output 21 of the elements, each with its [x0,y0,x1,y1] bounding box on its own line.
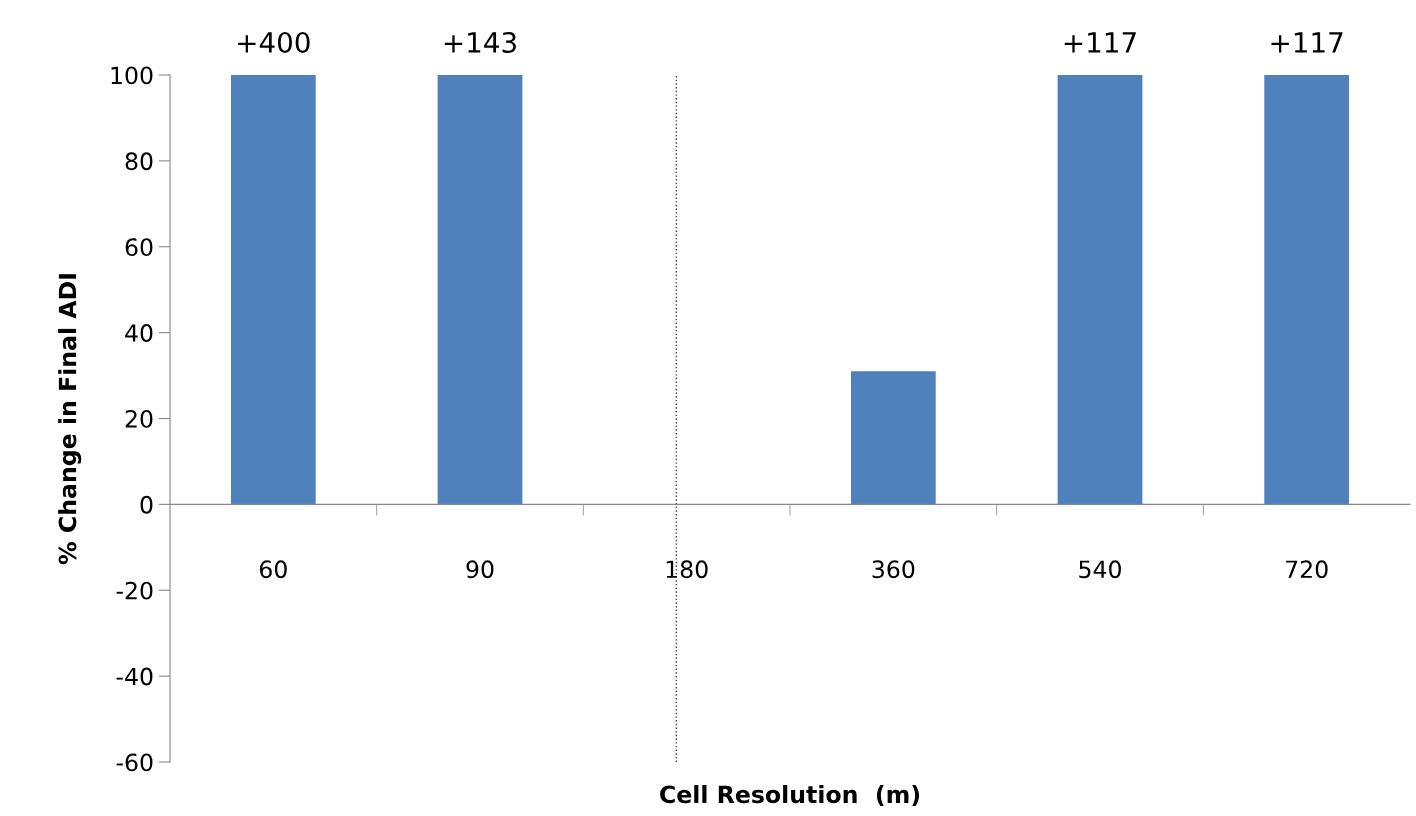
y-tick-label: 0 [140,495,153,514]
y-tick-label: -20 [116,581,153,600]
annotation: +400 [238,31,310,53]
x-tick-label: 90 [466,560,494,579]
y-tick-label: 60 [125,238,153,257]
y-tick-label: 80 [125,152,153,171]
x-tick-label: 180 [666,560,708,579]
y-tick-label: 20 [125,409,153,428]
y-tick-label: 100 [111,66,153,85]
x-tick-label: 540 [1079,560,1121,579]
annotation: +143 [444,31,516,53]
annotation: +117 [1064,32,1136,53]
y-tick-label: -60 [116,753,153,772]
y-tick-label: 40 [125,324,153,342]
x-axis-title: Cell Resolution (m) [660,784,920,807]
y-tick-label: -40 [116,667,153,686]
y-axis-title: % Change in Final ADI [58,274,82,565]
x-tick-label: 720 [1286,560,1328,579]
annotation: +117 [1271,32,1343,53]
x-tick-label: 60 [259,560,287,579]
x-tick-label: 360 [872,560,915,579]
